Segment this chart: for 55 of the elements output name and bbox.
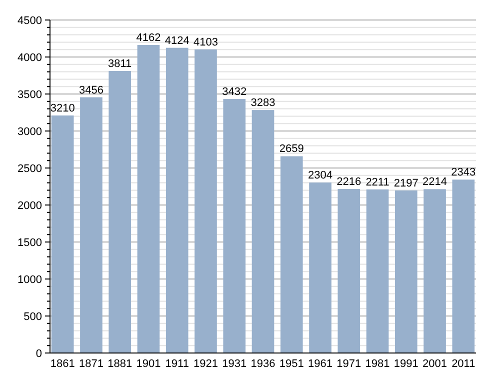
data-label: 3432: [222, 86, 247, 98]
x-tick-label: 1961: [308, 358, 332, 370]
y-tick-label: 3000: [18, 126, 42, 138]
bar: [108, 70, 132, 353]
bar: [338, 189, 360, 353]
data-label: 2343: [451, 166, 476, 179]
x-tick-label: 1971: [336, 358, 362, 370]
y-tick-label: 1500: [18, 236, 42, 249]
data-label: 4124: [164, 34, 190, 47]
data-label: 4103: [194, 36, 218, 48]
bar: [194, 49, 217, 353]
bar: [252, 110, 274, 353]
bar: [51, 115, 74, 353]
bar: [280, 156, 303, 353]
bar: [309, 182, 332, 353]
data-label: 3210: [50, 102, 75, 114]
bar: [452, 180, 475, 353]
data-label: 3283: [250, 97, 276, 110]
bar: [366, 189, 389, 353]
data-label: 2304: [308, 170, 332, 182]
data-label: 2211: [366, 176, 390, 188]
bar: [80, 97, 102, 353]
y-tick-label: 1000: [18, 274, 42, 286]
data-label: 3456: [78, 84, 104, 96]
y-tick-label: 2000: [18, 200, 42, 212]
x-tick-label: 1951: [279, 358, 304, 370]
x-tick-label: 1901: [136, 358, 161, 370]
data-label: 2214: [422, 176, 448, 188]
y-tick-label: 0: [36, 348, 42, 360]
x-tick-label: 1911: [165, 358, 189, 370]
bar: [137, 45, 160, 353]
y-tick-label: 2500: [18, 162, 42, 175]
y-tick-label: 500: [24, 310, 42, 323]
x-tick-label: 1981: [365, 358, 390, 370]
x-tick-label: 1931: [222, 358, 247, 370]
x-tick-label: 1881: [108, 358, 132, 370]
x-tick-label: 2001: [422, 358, 448, 370]
data-label: 2197: [394, 177, 418, 190]
y-tick-label: 3500: [18, 88, 42, 101]
bar: [223, 99, 246, 353]
data-label: 3811: [108, 58, 132, 70]
x-tick-label: 1921: [194, 358, 218, 370]
data-label: 4162: [136, 32, 161, 44]
x-tick-label: 1991: [394, 358, 418, 370]
data-label: 2659: [279, 143, 304, 156]
y-tick-label: 4500: [18, 14, 42, 27]
data-label: 2216: [336, 176, 362, 188]
bar: [166, 48, 188, 353]
x-tick-label: 1936: [250, 358, 276, 370]
bar: [394, 190, 418, 353]
bar: [424, 189, 446, 353]
x-tick-label: 1871: [78, 358, 104, 370]
y-tick-label: 4000: [18, 52, 42, 64]
x-tick-label: 1861: [50, 358, 75, 370]
x-tick-label: 2011: [452, 358, 476, 370]
